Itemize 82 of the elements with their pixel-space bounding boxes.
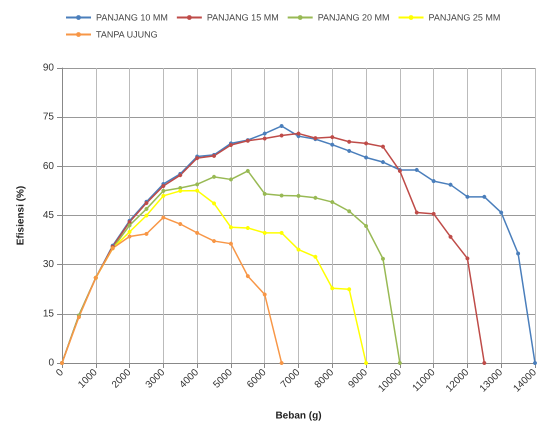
point	[482, 361, 486, 365]
point	[161, 188, 166, 193]
y-tick-label: 90	[42, 62, 54, 74]
point	[380, 144, 385, 149]
point	[398, 361, 402, 365]
point	[347, 140, 352, 144]
point	[432, 212, 436, 216]
point	[347, 287, 352, 292]
point	[280, 134, 284, 138]
point	[364, 224, 368, 228]
point	[195, 230, 200, 235]
y-axis-title: Efisiensi (%)	[16, 186, 26, 246]
point	[364, 361, 368, 365]
point	[380, 160, 385, 164]
point	[262, 292, 267, 296]
point	[432, 179, 436, 184]
point	[228, 177, 233, 182]
point	[195, 182, 200, 186]
point	[246, 274, 250, 278]
point	[330, 286, 334, 290]
point	[128, 223, 132, 228]
point	[212, 201, 216, 206]
point	[380, 256, 385, 261]
legend-label: PANJANG 25 MM	[428, 12, 500, 22]
legend-label: PANJANG 10 MM	[96, 12, 168, 22]
y-tick-label: 30	[42, 259, 54, 270]
point	[533, 361, 537, 365]
legend-label: TANPA UJUNG	[96, 30, 158, 40]
point	[313, 254, 318, 259]
y-tick-label: 15	[42, 308, 54, 320]
y-tick-label: 60	[42, 160, 54, 172]
point	[212, 174, 216, 179]
point	[347, 148, 352, 153]
point	[364, 141, 368, 146]
point	[144, 214, 148, 218]
x-tick-label: 0	[54, 366, 66, 379]
point	[178, 222, 182, 226]
point	[280, 230, 284, 235]
legend-label: PANJANG 20 MM	[318, 12, 390, 22]
point	[280, 124, 284, 128]
point	[262, 230, 267, 235]
point	[465, 256, 470, 260]
point	[262, 136, 267, 140]
point	[262, 192, 267, 196]
point	[482, 194, 486, 199]
x-axis-title: Beban (g)	[275, 410, 322, 422]
y-tick-label: 45	[42, 210, 54, 221]
point	[228, 225, 233, 230]
y-tick-label: 75	[42, 112, 54, 123]
point	[228, 242, 233, 246]
point	[296, 194, 300, 198]
point	[296, 132, 300, 136]
point	[246, 168, 250, 173]
point	[296, 248, 300, 252]
point	[280, 361, 284, 365]
point	[144, 232, 148, 236]
point	[212, 239, 216, 244]
point	[448, 234, 453, 239]
point	[448, 182, 453, 187]
point	[364, 155, 368, 160]
point	[516, 252, 520, 256]
point	[499, 210, 504, 215]
point	[414, 168, 419, 172]
point	[313, 196, 318, 200]
point	[280, 194, 284, 198]
point	[161, 194, 166, 198]
point	[178, 188, 182, 193]
y-tick-label: 0	[48, 358, 54, 368]
point	[195, 188, 200, 193]
legend-label: PANJANG 15 MM	[206, 12, 279, 22]
point	[465, 194, 470, 199]
point	[128, 230, 132, 234]
point	[161, 215, 166, 220]
point	[330, 200, 334, 204]
point	[246, 226, 250, 230]
point	[262, 132, 267, 136]
point	[144, 206, 148, 211]
point	[347, 209, 352, 214]
point	[414, 210, 419, 215]
point	[330, 135, 334, 140]
point	[330, 142, 334, 147]
point	[128, 234, 132, 238]
